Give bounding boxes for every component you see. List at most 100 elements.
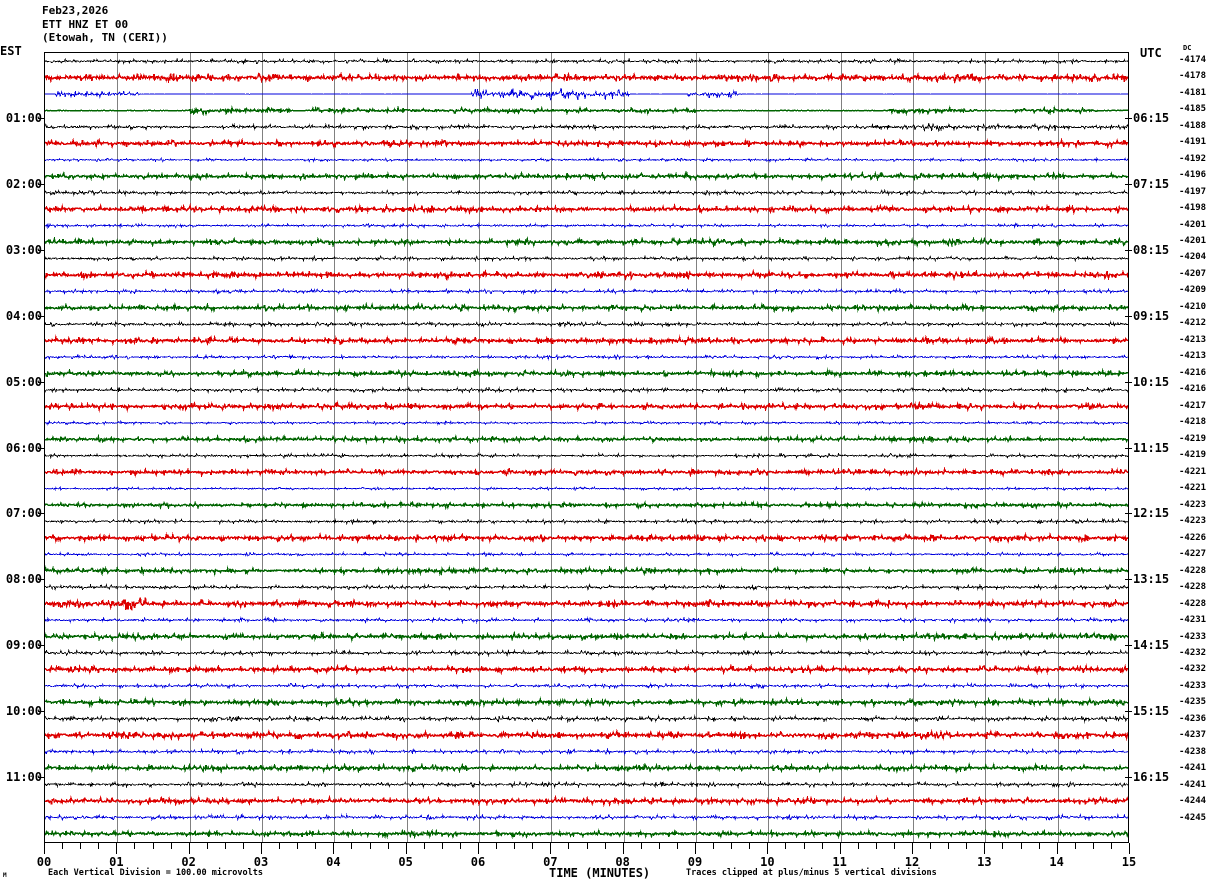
trace-green-0945 <box>45 696 1128 709</box>
x-major-tick-4 <box>333 843 334 854</box>
left-hour-tick <box>38 777 45 779</box>
trace-red-0715 <box>45 531 1128 544</box>
trace-green-0245 <box>45 236 1128 249</box>
x-major-tick-11 <box>840 843 841 854</box>
trace-blue-0330 <box>45 287 1128 296</box>
est-time-label-0100: 01:00 <box>5 110 42 125</box>
utc-time-label-1415: 14:15 <box>1133 638 1170 653</box>
trace-green-0545 <box>45 433 1128 445</box>
trace-red-0915 <box>45 663 1128 676</box>
dc-value-12: -4204 <box>1179 252 1207 263</box>
grid-line-minute-13 <box>985 53 986 842</box>
header-station: (Etowah, TN (CERI)) <box>42 31 168 44</box>
x-minor-tick <box>659 843 660 849</box>
trace-blue-0030 <box>45 87 1128 101</box>
x-minor-tick <box>153 843 154 849</box>
x-minor-tick <box>225 843 226 849</box>
dc-value-19: -4216 <box>1179 367 1207 378</box>
right-hour-tick <box>1125 183 1132 185</box>
x-tick-label-11: 11 <box>832 855 847 869</box>
x-minor-tick <box>207 843 208 849</box>
header-channel: ETT HNZ ET 00 <box>42 17 129 31</box>
grid-line-minute-08 <box>624 53 625 842</box>
utc-time-label-1215: 12:15 <box>1133 506 1170 521</box>
dc-value-11: -4201 <box>1179 236 1207 246</box>
dc-value-30: -4227 <box>1179 549 1207 560</box>
trace-black-0900 <box>45 648 1128 658</box>
grid-line-minute-12 <box>913 53 914 842</box>
x-minor-tick <box>749 843 750 849</box>
dc-value-31: -4228 <box>1179 565 1207 576</box>
grid-line-minute-05 <box>407 53 408 842</box>
dc-value-15: -4210 <box>1179 301 1207 312</box>
trace-green-0445 <box>45 367 1128 380</box>
x-tick-label-07: 07 <box>543 855 558 869</box>
trace-black-0500 <box>45 386 1128 394</box>
x-tick-label-04: 04 <box>326 855 341 869</box>
trace-black-0200 <box>45 188 1128 197</box>
dc-value-23: -4219 <box>1179 433 1207 444</box>
x-minor-tick <box>1039 843 1040 849</box>
trace-green-0145 <box>45 170 1128 183</box>
x-minor-tick <box>894 843 895 849</box>
x-minor-tick <box>858 843 859 849</box>
dc-value-28: -4223 <box>1179 516 1207 527</box>
x-axis-ticks <box>44 843 1130 857</box>
grid-line-minute-03 <box>262 53 263 842</box>
x-tick-label-01: 01 <box>109 855 124 869</box>
dc-value-6: -4192 <box>1179 153 1207 164</box>
trace-blue-0430 <box>45 353 1128 361</box>
dc-value-8: -4197 <box>1179 186 1207 197</box>
axis-label-dc: DC <box>1183 44 1192 52</box>
left-hour-tick <box>38 315 45 317</box>
x-minor-tick <box>930 843 931 849</box>
dc-value-25: -4221 <box>1179 466 1207 477</box>
dc-value-2: -4181 <box>1179 87 1207 98</box>
trace-red-0515 <box>45 400 1128 413</box>
trace-black-1000 <box>45 714 1128 724</box>
dc-value-37: -4232 <box>1179 664 1207 675</box>
header-date: Feb23,2026 <box>42 4 109 17</box>
axis-label-est: EST <box>0 44 22 58</box>
x-minor-tick <box>351 843 352 849</box>
x-minor-tick <box>785 843 786 849</box>
x-minor-tick <box>442 843 443 849</box>
est-time-label-0600: 06:00 <box>5 440 42 455</box>
header-block: Feb23,2026 ETT HNZ ET 00 (Etowah, TN (CE… <box>42 4 168 45</box>
trace-blue-0930 <box>45 681 1128 690</box>
x-minor-tick <box>297 843 298 849</box>
trace-green-0745 <box>45 565 1128 577</box>
x-tick-label-03: 03 <box>253 855 269 869</box>
clipping-note: Traces clipped at plus/minus 5 vertical … <box>686 868 937 878</box>
trace-black-0400 <box>45 320 1128 329</box>
dc-value-35: -4233 <box>1179 631 1207 642</box>
right-hour-tick <box>1125 315 1132 317</box>
corner-glyph: M <box>3 872 7 879</box>
grid-line-minute-06 <box>479 53 480 842</box>
grid-line-minute-14 <box>1058 53 1059 842</box>
right-hour-tick <box>1125 777 1132 779</box>
dc-value-18: -4213 <box>1179 351 1207 362</box>
x-tick-label-15: 15 <box>1121 855 1137 869</box>
trace-black-0100 <box>45 122 1128 133</box>
trace-blue-0830 <box>45 616 1128 624</box>
dc-value-9: -4198 <box>1179 203 1207 214</box>
helicorder-plot[interactable] <box>44 52 1129 843</box>
left-hour-tick <box>38 381 45 383</box>
dc-value-43: -4241 <box>1179 763 1207 774</box>
x-major-tick-7 <box>550 843 551 854</box>
trace-blue-0630 <box>45 485 1128 492</box>
trace-layer <box>45 57 1128 840</box>
x-minor-tick <box>370 843 371 849</box>
x-tick-label-05: 05 <box>398 855 413 869</box>
x-tick-label-14: 14 <box>1049 855 1064 869</box>
trace-blue-1130 <box>45 813 1128 822</box>
right-hour-tick <box>1125 579 1132 581</box>
x-minor-tick <box>532 843 533 849</box>
x-minor-tick <box>876 843 877 849</box>
dc-value-29: -4226 <box>1179 532 1207 543</box>
dc-value-26: -4221 <box>1179 483 1207 494</box>
trace-black-0600 <box>45 452 1128 460</box>
x-tick-label-09: 09 <box>687 855 703 869</box>
dc-value-4: -4188 <box>1179 120 1207 131</box>
